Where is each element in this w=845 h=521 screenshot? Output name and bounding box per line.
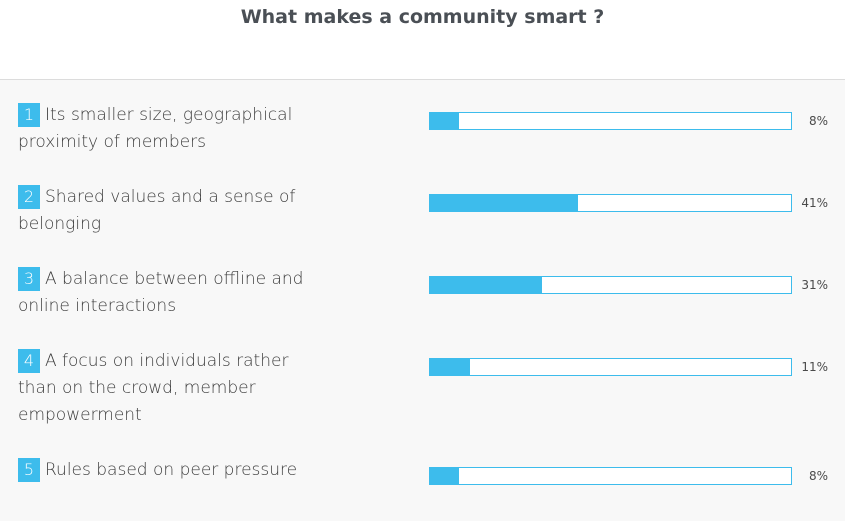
percent-label: 8% (808, 469, 828, 483)
option-text: Its smaller size, geographical proximity… (18, 105, 293, 152)
poll-title: What makes a community smart ? (240, 6, 605, 28)
option-text: Rules based on peer pressure (45, 460, 298, 480)
option-number-badge: 3 (18, 267, 40, 291)
bar-fill (430, 359, 470, 375)
option-label: 2 Shared values and a sense of belonging (18, 184, 318, 238)
bar-fill (430, 277, 542, 293)
poll-header: What makes a community smart ? (0, 0, 845, 80)
bar-track (429, 276, 792, 294)
option-label: 5 Rules based on peer pressure (18, 457, 318, 484)
option-number-badge: 5 (18, 458, 40, 482)
bar-fill (430, 468, 459, 484)
option-number-badge: 2 (18, 185, 40, 209)
option-label: 1 Its smaller size, geographical proximit… (18, 102, 318, 156)
option-text: A focus on individuals rather than on th… (18, 351, 289, 425)
bar-track (429, 112, 792, 130)
bar-fill (430, 113, 459, 129)
percent-label: 41% (801, 196, 828, 210)
option-text: A balance between offline and online int… (18, 269, 304, 316)
option-number-badge: 1 (18, 103, 40, 127)
option-number-badge: 4 (18, 349, 40, 373)
bar-track (429, 467, 792, 485)
bar-fill (430, 195, 578, 211)
bar-track (429, 358, 792, 376)
percent-label: 31% (801, 278, 828, 292)
option-text: Shared values and a sense of belonging (18, 187, 296, 234)
percent-label: 8% (808, 114, 828, 128)
bar-track (429, 194, 792, 212)
percent-label: 11% (801, 360, 828, 374)
